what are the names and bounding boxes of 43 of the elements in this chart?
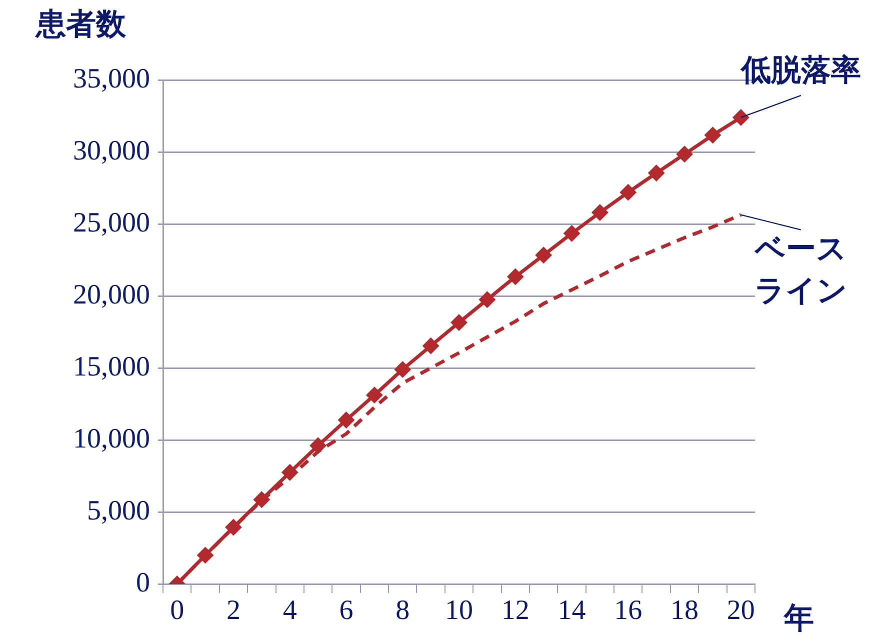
y-tick-label: 15,000 bbox=[73, 351, 150, 382]
point bbox=[620, 184, 636, 200]
x-tick-label: 16 bbox=[614, 595, 642, 626]
y-tick-label: 30,000 bbox=[73, 135, 150, 166]
point bbox=[733, 110, 749, 126]
x-tick-label: 10 bbox=[445, 595, 473, 626]
point bbox=[198, 547, 214, 563]
x-tick-label: 12 bbox=[501, 595, 530, 626]
x-tick-label: 6 bbox=[339, 595, 354, 626]
y-tick-label: 5,000 bbox=[87, 495, 150, 526]
point bbox=[648, 165, 664, 181]
x-tick-label: 2 bbox=[226, 595, 240, 626]
series-label: 低脱落率 bbox=[740, 53, 861, 88]
point bbox=[451, 314, 467, 330]
point bbox=[592, 204, 608, 220]
x-tick-label: 4 bbox=[282, 595, 297, 626]
x-tick-label: 18 bbox=[670, 595, 699, 626]
y-axis-title: 患者数 bbox=[36, 6, 126, 44]
point bbox=[366, 387, 382, 403]
y-tick-label: 10,000 bbox=[73, 423, 150, 454]
point bbox=[536, 247, 552, 263]
y-tick-label: 0 bbox=[136, 567, 150, 598]
point bbox=[564, 226, 580, 242]
point bbox=[226, 520, 242, 536]
point bbox=[479, 292, 495, 308]
y-tick-label: 25,000 bbox=[73, 207, 150, 238]
x-axis-title: 年 bbox=[784, 600, 814, 638]
point bbox=[254, 492, 270, 508]
point bbox=[310, 438, 326, 454]
point bbox=[394, 362, 410, 378]
x-tick-label: 8 bbox=[396, 595, 410, 626]
x-tick-label: 20 bbox=[726, 595, 755, 626]
x-tick-label: 14 bbox=[558, 595, 586, 626]
point bbox=[508, 268, 524, 284]
y-tick-label: 20,000 bbox=[73, 279, 150, 310]
x-tick-label: 0 bbox=[170, 595, 184, 626]
point bbox=[338, 412, 354, 428]
point bbox=[423, 338, 439, 354]
point bbox=[282, 464, 298, 480]
point bbox=[676, 146, 692, 162]
series-label: ベースライン bbox=[754, 232, 848, 309]
y-tick-label: 35,000 bbox=[73, 63, 150, 94]
point bbox=[704, 127, 720, 143]
